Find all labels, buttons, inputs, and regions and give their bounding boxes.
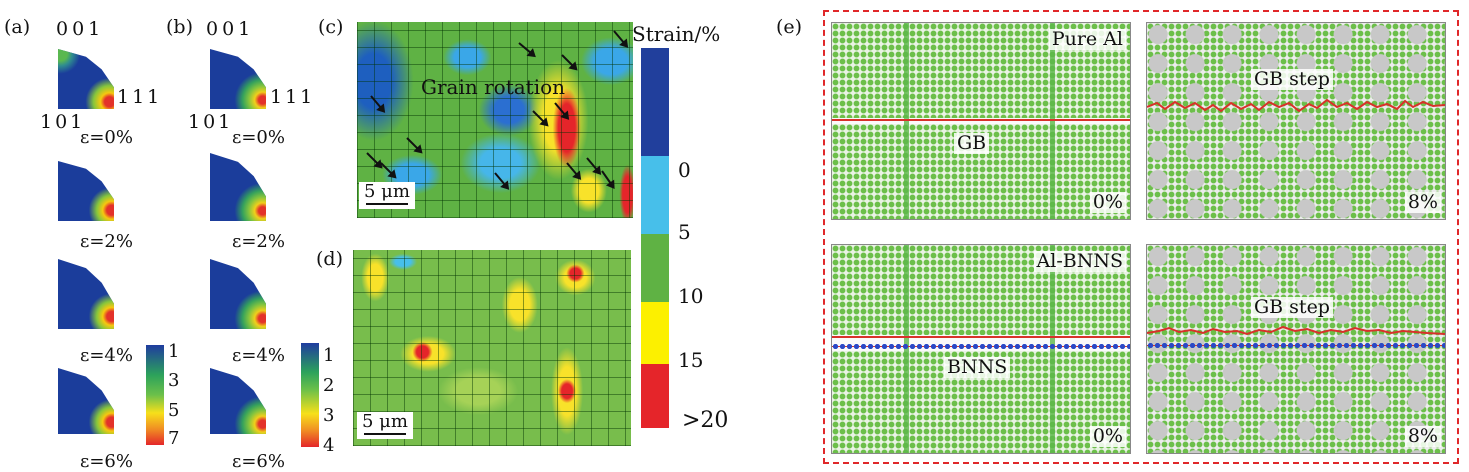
sim-al-bnns-0: Al-BNNS BNNS 0% [831,244,1131,454]
sim-title: Pure Al [1048,29,1126,50]
sim-strain: 8% [1404,192,1441,213]
scale-bar-d-label: 5 μm [362,411,408,432]
strain-colorbar-tick-15: 15 [678,348,704,372]
ipf-b-2 [210,259,266,329]
strain-colorbar-segment-5 [641,156,669,234]
strain-label-b-2: ε=4% [232,345,285,366]
colorbar-a [146,345,164,445]
strain-colorbar-tick-20: >20 [682,408,729,433]
dislocation-line [1050,245,1055,453]
ipf-a-0 [58,49,114,109]
colorbar-b [301,343,319,447]
ipf-b-0 [210,49,266,109]
sim-strain: 0% [1089,426,1126,447]
strain-colorbar-segment-15 [641,302,669,364]
atom-lattice [832,351,1130,453]
dislocation-line [1050,23,1055,219]
bnns-label: BNNS [944,357,1011,378]
gb-step-line [1147,98,1445,113]
strain-label-b-1: ε=2% [232,231,285,252]
strain-label-a-3: ε=6% [80,451,133,472]
sim-strain: 8% [1404,426,1441,447]
gb-step-line [1147,325,1445,336]
scale-bar-c-line [365,203,408,205]
strain-label-a-2: ε=4% [80,345,133,366]
scale-bar-c: 5 μm [359,182,415,209]
strain-map-c: 5 μm [357,22,633,218]
grain-rotation-label: Grain rotation [421,75,566,99]
ipf-a-3 [58,368,114,434]
strain-colorbar-tick-10: 10 [678,284,704,308]
colorbar-b-tick-1: 1 [323,345,335,366]
strain-label-b-0: ε=0% [232,127,285,148]
ipf-b-corner-101: 101 [188,111,234,133]
panel-e-label: (e) [776,16,803,38]
grain-boundary-line [832,336,1130,338]
dislocation-line [904,245,909,453]
panel-e-dashed-frame [823,10,1459,464]
colorbar-a-tick-1: 1 [168,341,180,362]
sim-title: Al-BNNS [1033,251,1126,272]
atom-lattice-deformed [1147,23,1445,219]
ipf-a-2 [58,259,114,329]
colorbar-a-tick-7: 7 [168,428,180,449]
panel-b-label: (b) [166,16,193,38]
grain-boundary-line [832,119,1130,121]
scale-bar-c-label: 5 μm [364,181,410,202]
ipf-a-corner-001: 001 [56,18,105,40]
bnns-layer [1147,343,1445,348]
sim-title: GB step [1251,297,1333,318]
strain-colorbar-segment-20 [641,364,669,428]
gb-label: GB [954,133,990,154]
sim-strain: 0% [1089,192,1126,213]
sim-al-bnns-8: GB step 8% [1146,244,1446,454]
ipf-b-1 [210,153,266,221]
ipf-b-corner-111: 111 [270,86,316,108]
ipf-a-corner-111: 111 [117,86,163,108]
strain-colorbar-segment-10 [641,234,669,302]
panel-c-label: (c) [318,16,344,38]
scale-bar-d: 5 μm [357,412,413,439]
atom-lattice-deformed [1147,245,1445,453]
bnns-layer [832,344,1130,349]
colorbar-a-tick-3: 3 [168,370,180,391]
strain-label-b-3: ε=6% [232,451,285,472]
panel-d-label: (d) [316,248,343,270]
strain-label-a-1: ε=2% [80,231,133,252]
colorbar-a-tick-5: 5 [168,400,180,421]
strain-colorbar-tick-0: 0 [678,158,691,182]
strain-map-d: 5 μm [353,250,631,446]
strain-colorbar-tick-5: 5 [678,220,691,244]
ipf-a-corner-101: 101 [40,111,86,133]
sim-pure-al-8: GB step 8% [1146,22,1446,220]
sim-pure-al-0: Pure Al GB 0% [831,22,1131,220]
dislocation-line [904,23,909,219]
scale-bar-d-line [363,433,406,435]
colorbar-b-tick-4: 4 [323,435,335,456]
ipf-b-3 [210,368,266,434]
sim-title: GB step [1251,69,1333,90]
colorbar-b-tick-2: 2 [323,375,335,396]
strain-colorbar-segment-0 [641,48,669,156]
ipf-a-1 [58,161,114,221]
ipf-b-corner-001: 001 [206,18,255,40]
strain-label-a-0: ε=0% [80,127,133,148]
strain-colorbar-title: Strain/% [632,22,721,46]
colorbar-b-tick-3: 3 [323,405,335,426]
atom-lattice [832,245,1130,335]
panel-a-label: (a) [4,16,31,38]
